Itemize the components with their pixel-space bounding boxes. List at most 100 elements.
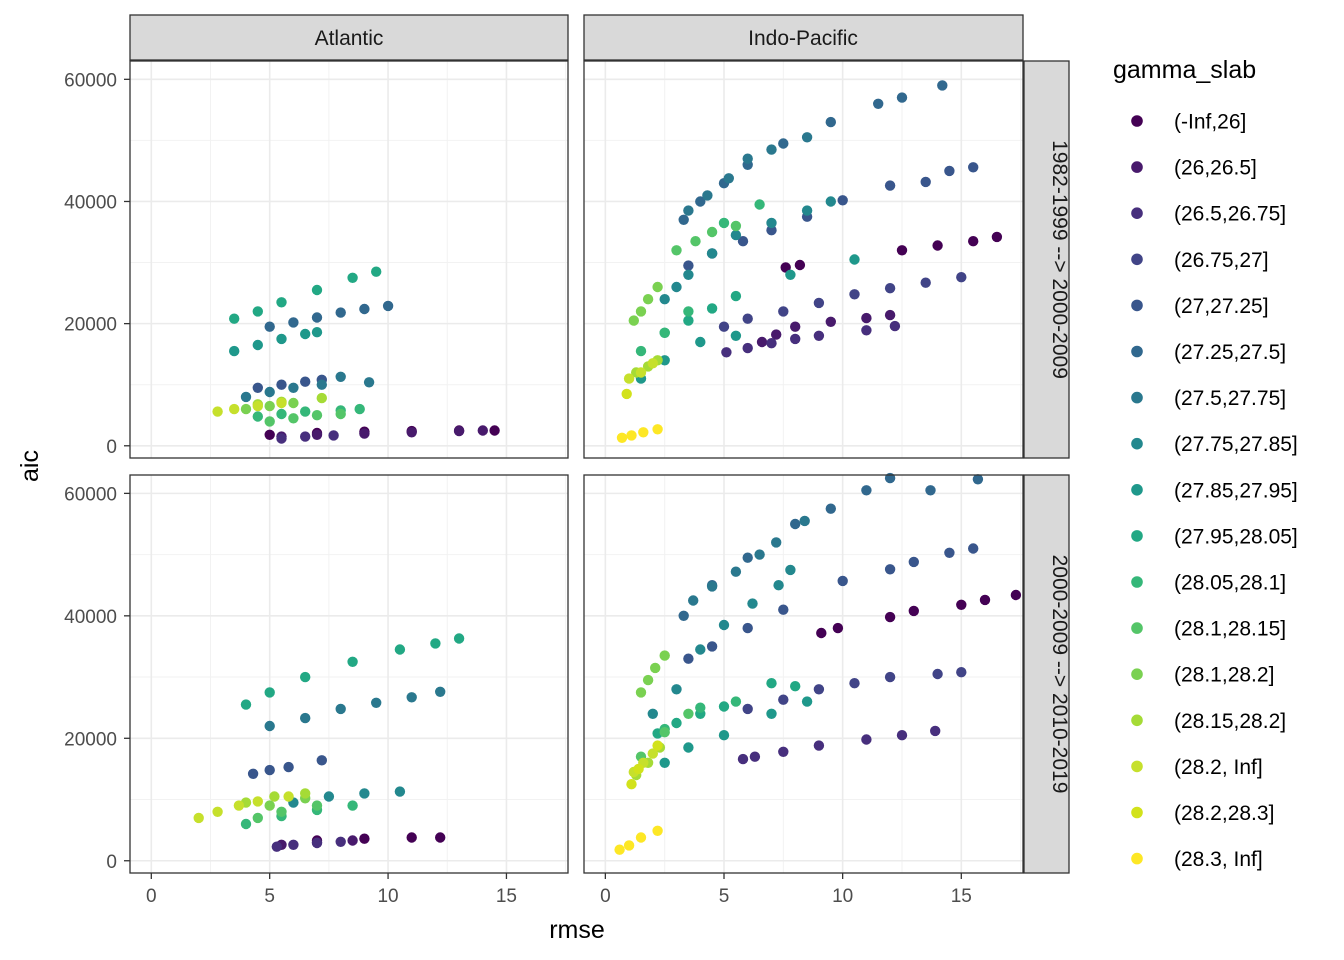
data-point (347, 835, 358, 846)
data-point (652, 281, 663, 293)
data-point (1010, 589, 1022, 601)
data-point (406, 427, 417, 438)
x-tick-label: 10 (377, 886, 398, 907)
data-point (695, 702, 706, 713)
legend-label: (27.25,27.5] (1174, 341, 1286, 364)
data-point (683, 708, 694, 719)
data-point (311, 837, 323, 849)
data-point (766, 708, 777, 719)
data-point (690, 236, 701, 247)
data-point (354, 403, 365, 415)
facet-strip-row-0-bg (1023, 60, 1070, 459)
facet-strip-col-1: Indo-Pacific (583, 14, 1024, 61)
data-point (347, 656, 358, 667)
data-point (925, 485, 936, 496)
data-point (730, 220, 742, 232)
data-point (363, 377, 375, 388)
data-point (288, 317, 299, 328)
data-point (754, 549, 765, 560)
legend-label: (27,27.25] (1174, 295, 1269, 318)
data-point (626, 430, 637, 441)
data-point (930, 725, 941, 737)
data-point (718, 701, 730, 712)
panel-indo-pacific-1982-2009 (583, 60, 1024, 459)
data-point (908, 556, 919, 568)
panel-border (129, 60, 569, 459)
data-point (212, 806, 223, 817)
data-point (633, 763, 644, 775)
data-point (801, 696, 813, 707)
data-point (288, 397, 299, 409)
data-point (825, 503, 836, 514)
x-tick-label: 0 (146, 886, 157, 907)
legend-label: (26.75,27] (1174, 249, 1269, 272)
data-point (742, 342, 753, 354)
legend-key (1131, 530, 1143, 542)
data-point (873, 98, 884, 110)
data-point (678, 610, 689, 621)
data-point (359, 303, 370, 315)
x-axis-col-0: 0 5 10 15 (146, 873, 517, 907)
data-point (730, 696, 742, 707)
legend-label: (28.05,28.1] (1174, 572, 1286, 595)
legend-key (1131, 345, 1143, 358)
data-point (849, 254, 860, 265)
data-point (956, 599, 967, 610)
data-point (435, 686, 446, 697)
facet-label-indo-pacific: Indo-Pacific (748, 27, 858, 50)
data-point (288, 839, 299, 850)
data-point (347, 800, 358, 811)
data-point (300, 376, 311, 387)
legend-key (1131, 760, 1143, 773)
data-point (706, 641, 718, 652)
data-point (247, 768, 259, 779)
data-point (932, 668, 943, 680)
data-point (813, 297, 825, 309)
points-layer (616, 80, 1003, 443)
data-point (944, 165, 955, 177)
data-point (813, 330, 825, 341)
legend-key (1131, 115, 1143, 127)
y-axis-title: aic (16, 450, 44, 482)
data-point (896, 92, 908, 103)
data-point (889, 320, 901, 332)
legend-label: (28.15,28.2] (1174, 710, 1286, 733)
data-point (288, 382, 299, 393)
data-point (861, 485, 872, 496)
data-point (991, 231, 1003, 243)
data-point (785, 564, 796, 576)
data-point (813, 740, 825, 751)
data-point (316, 392, 327, 404)
data-point (642, 674, 654, 686)
legend-label: (28.3, Inf] (1174, 848, 1263, 871)
data-point (671, 281, 682, 293)
data-point (742, 313, 753, 324)
data-point (264, 321, 275, 332)
y-axis-row-1: 0 20000 40000 60000 (64, 484, 130, 873)
data-point (359, 788, 370, 799)
facet-label-1982-2009: 1982-1999 --> 2000-2009 (1048, 140, 1071, 379)
data-point (773, 580, 784, 591)
legend-key (1131, 161, 1143, 173)
y-tick-label: 20000 (64, 315, 117, 336)
data-point (671, 245, 682, 256)
data-point (825, 116, 836, 128)
points-layer (212, 266, 500, 444)
data-point (311, 800, 323, 811)
data-point (264, 687, 275, 698)
data-point (283, 761, 294, 773)
data-point (623, 373, 635, 384)
data-point (252, 411, 263, 422)
data-point (335, 703, 346, 715)
data-point (825, 316, 836, 327)
data-point (678, 214, 689, 225)
data-point (233, 800, 245, 811)
data-point (718, 730, 730, 741)
facet-strip-col-1-bg (583, 14, 1024, 61)
data-point (766, 225, 777, 236)
data-point (884, 309, 896, 321)
data-point (311, 327, 323, 338)
legend-label: (26,26.5] (1174, 157, 1257, 180)
data-point (778, 138, 789, 149)
data-point (276, 333, 287, 345)
